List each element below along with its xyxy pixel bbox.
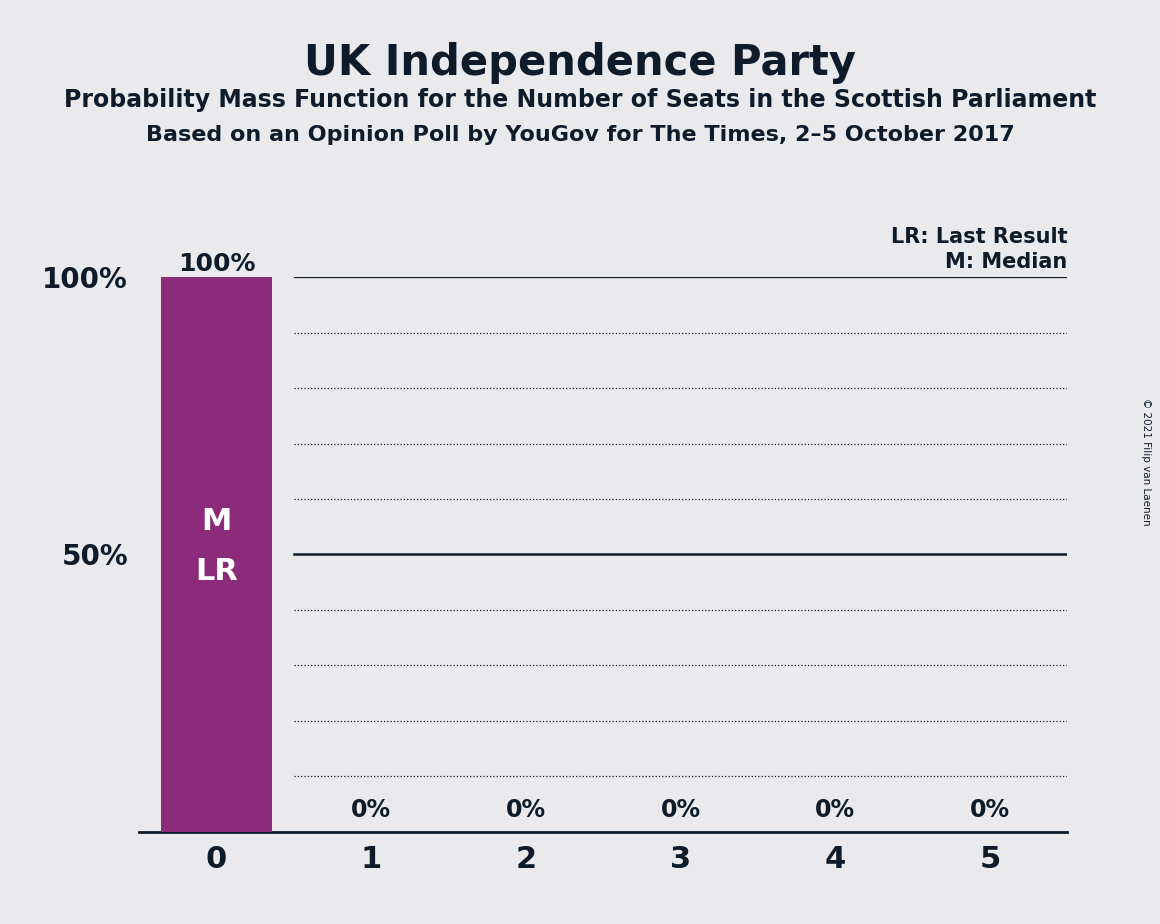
Text: 0%: 0% [351,797,391,821]
Text: 0%: 0% [660,797,701,821]
Text: UK Independence Party: UK Independence Party [304,42,856,83]
Text: 0%: 0% [506,797,546,821]
Text: 100%: 100% [177,251,255,275]
Text: Probability Mass Function for the Number of Seats in the Scottish Parliament: Probability Mass Function for the Number… [64,88,1096,112]
Text: 0%: 0% [970,797,1010,821]
Bar [161,277,273,832]
Text: LR: LR [195,556,238,586]
Text: Based on an Opinion Poll by YouGov for The Times, 2–5 October 2017: Based on an Opinion Poll by YouGov for T… [146,125,1014,145]
Text: M: M [202,506,232,536]
Text: © 2021 Filip van Laenen: © 2021 Filip van Laenen [1140,398,1151,526]
Text: M: Median: M: Median [945,251,1067,272]
Text: 0%: 0% [815,797,855,821]
Text: LR: Last Result: LR: Last Result [891,226,1067,247]
